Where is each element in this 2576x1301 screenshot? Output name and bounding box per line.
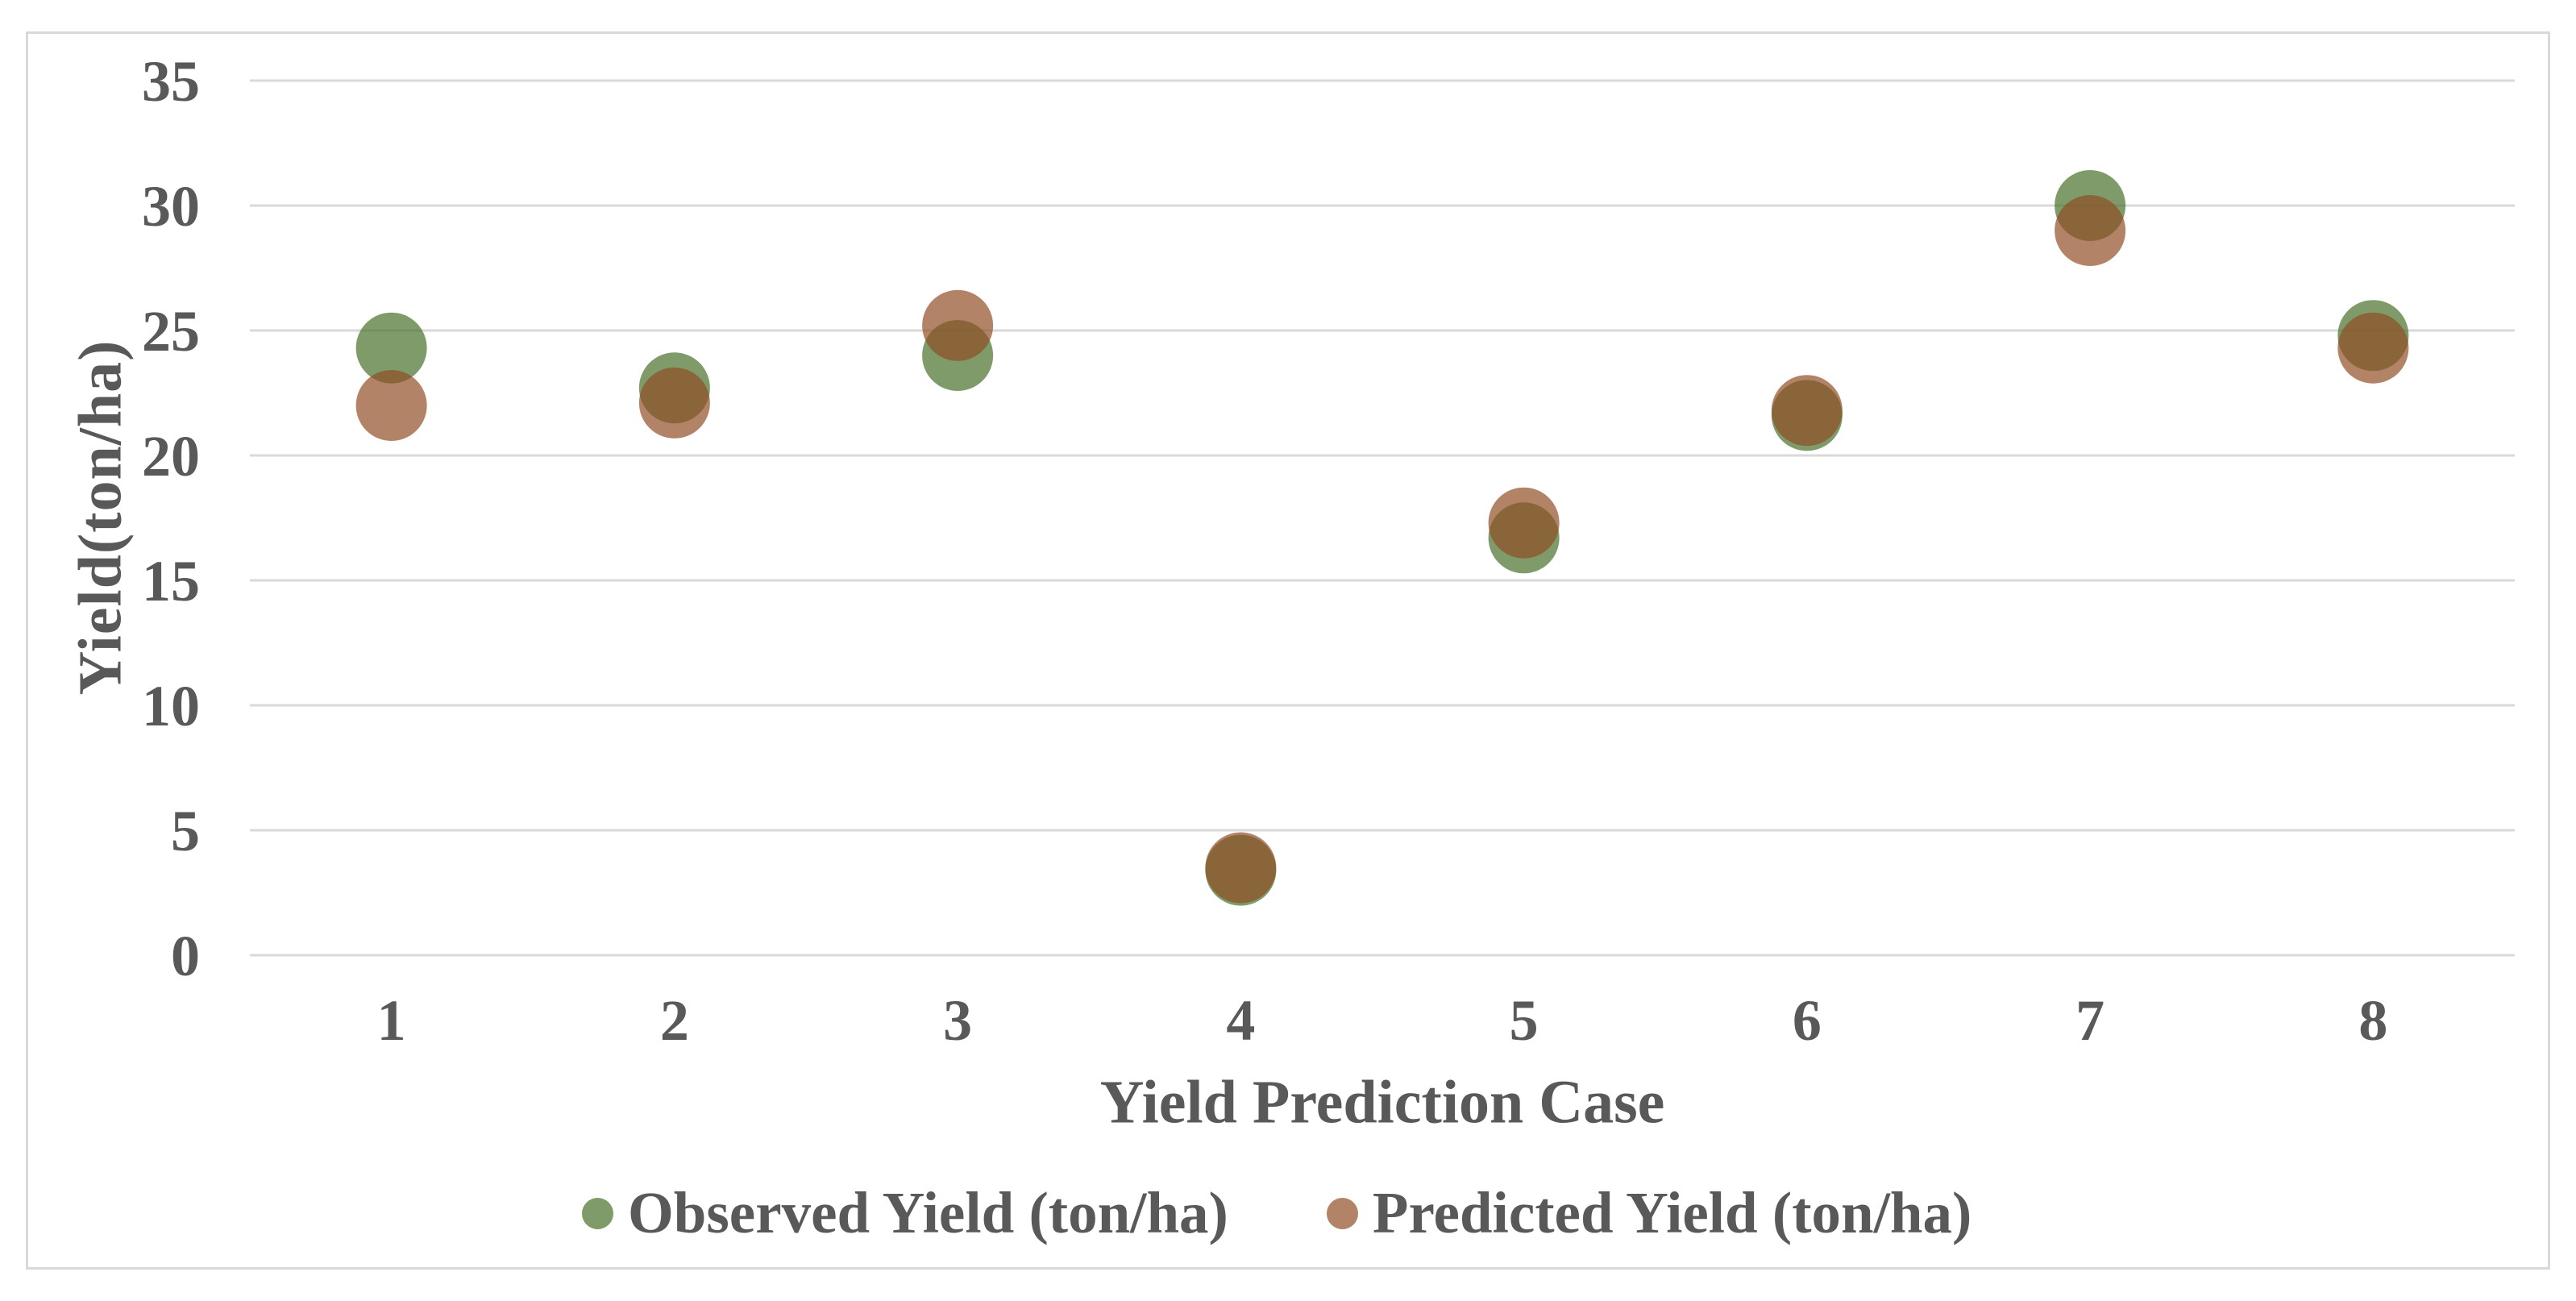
y-axis-title: Yield(ton/ha) [66, 339, 135, 696]
x-tick-label-3: 3 [943, 988, 972, 1053]
data-point-predicted-case-1[interactable] [355, 370, 427, 441]
data-point-predicted-case-7[interactable] [2055, 195, 2126, 266]
x-tick-label-2: 2 [660, 988, 689, 1053]
data-point-predicted-case-8[interactable] [2337, 312, 2409, 384]
data-point-predicted-case-5[interactable] [1488, 487, 1560, 559]
x-tick-label-6: 6 [1793, 988, 1822, 1053]
y-tick-label-10: 10 [142, 674, 200, 738]
observed-legend-label: Observed Yield (ton/ha) [628, 1180, 1228, 1245]
legend-item-predicted[interactable]: Predicted Yield (ton/ha) [1326, 1179, 1972, 1247]
y-tick-label-20: 20 [142, 424, 200, 488]
x-tick-label-5: 5 [1510, 988, 1539, 1053]
predicted-legend-marker-icon [1326, 1197, 1358, 1229]
data-point-observed-case-1[interactable] [355, 312, 427, 384]
x-tick-label-4: 4 [1226, 988, 1255, 1053]
y-tick-label-15: 15 [142, 549, 200, 613]
data-point-predicted-case-4[interactable] [1205, 832, 1277, 904]
data-point-predicted-case-6[interactable] [1771, 375, 1843, 447]
data-point-predicted-case-2[interactable] [638, 367, 710, 439]
y-tick-label-30: 30 [142, 174, 200, 239]
x-axis-title: Yield Prediction Case [1099, 1068, 1665, 1137]
data-point-predicted-case-3[interactable] [922, 289, 994, 361]
y-tick-label-25: 25 [142, 299, 200, 364]
x-tick-label-1: 1 [377, 988, 406, 1053]
predicted-legend-label: Predicted Yield (ton/ha) [1372, 1180, 1972, 1245]
y-tick-label-5: 5 [171, 799, 200, 863]
legend-item-observed[interactable]: Observed Yield (ton/ha) [582, 1179, 1228, 1247]
x-tick-label-7: 7 [2075, 988, 2104, 1053]
observed-legend-marker-icon [582, 1197, 613, 1229]
legend: Observed Yield (ton/ha) Predicted Yield … [582, 1177, 1971, 1249]
x-tick-label-8: 8 [2358, 988, 2387, 1053]
y-tick-label-35: 35 [142, 49, 200, 114]
y-tick-label-0: 0 [171, 924, 200, 988]
chart-border [26, 31, 2550, 1270]
